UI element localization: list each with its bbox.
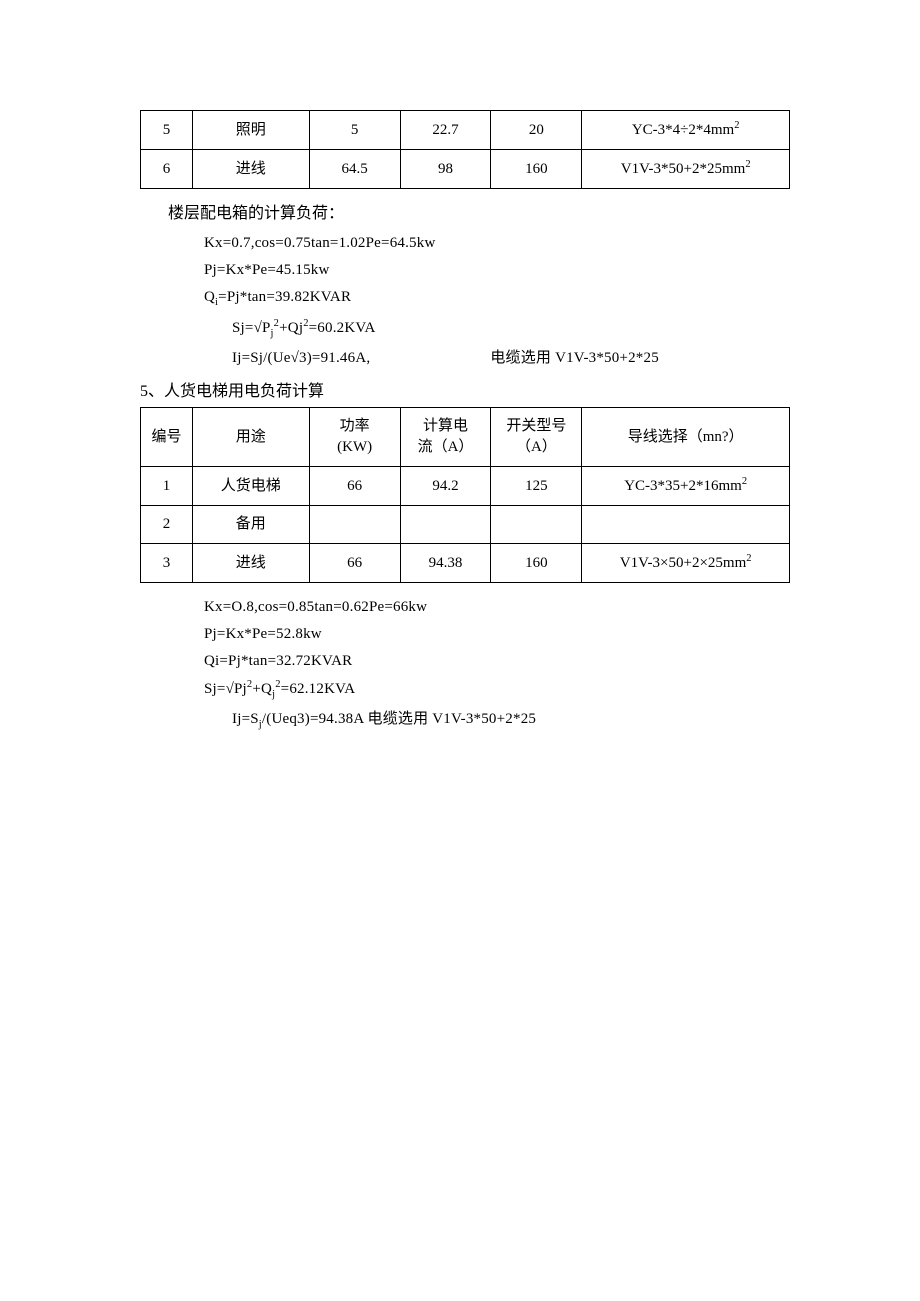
cell-switch: 160 [491,544,582,583]
cell-wire: YC-3*4÷2*4mm2 [582,111,790,150]
formula-part: Ij=Sj/(Ue√3)=91.46A, [232,348,370,369]
table-row: 6 进线 64.5 98 160 V1V-3*50+2*25mm2 [141,150,790,189]
cell-use: 人货电梯 [192,467,309,506]
cell-wire [582,506,790,544]
header-wire: 导线选择（mn?） [582,408,790,467]
formula-line: Ij=Sj/(Ueq3)=94.38A 电缆选用 V1V-3*50+2*25 [232,709,790,733]
cell-wire: YC-3*35+2*16mm2 [582,467,790,506]
header-use: 用途 [192,408,309,467]
cell-num: 6 [141,150,193,189]
formula-line: Ij=Sj/(Ue√3)=91.46A, 电缆选用 V1V-3*50+2*25 [232,348,790,369]
table-row: 3 进线 66 94.38 160 V1V-3×50+2×25mm2 [141,544,790,583]
cable-selection: 电缆选用 V1V-3*50+2*25 [490,348,659,369]
formula-line: Sj=√Pj2+Qj2=60.2KVA [232,317,790,342]
cell-switch: 160 [491,150,582,189]
formula-line: Pj=Kx*Pe=45.15kw [204,260,790,281]
cell-switch: 20 [491,111,582,150]
header-current: 计算电流（A） [400,408,491,467]
cell-switch [491,506,582,544]
formula-line: Qi=Pj*tan=32.72KVAR [204,651,790,672]
table-row: 5 照明 5 22.7 20 YC-3*4÷2*4mm2 [141,111,790,150]
cell-current [400,506,491,544]
formula-line: Kx=0.7,cos=0.75tan=1.02Pe=64.5kw [204,233,790,254]
cell-use: 进线 [192,544,309,583]
formula-line: Qi=Pj*tan=39.82KVAR [204,287,790,311]
header-power: 功率(KW) [309,408,400,467]
load-table-1: 5 照明 5 22.7 20 YC-3*4÷2*4mm2 6 进线 64.5 9… [140,110,790,189]
header-num: 编号 [141,408,193,467]
cell-power: 66 [309,544,400,583]
paragraph-floor-box: 楼层配电箱的计算负荷： [168,203,790,225]
header-switch: 开关型号（A） [491,408,582,467]
load-table-2: 编号 用途 功率(KW) 计算电流（A） 开关型号（A） 导线选择（mn?） 1… [140,407,790,583]
cell-current: 22.7 [400,111,491,150]
table-header-row: 编号 用途 功率(KW) 计算电流（A） 开关型号（A） 导线选择（mn?） [141,408,790,467]
formula-line: Kx=O.8,cos=0.85tan=0.62Pe=66kw [204,597,790,618]
section-title-elevator: 5、人货电梯用电负荷计算 [140,381,790,403]
formula-line: Sj=√Pj2+Qj2=62.12KVA [204,678,790,703]
cell-num: 3 [141,544,193,583]
cell-current: 94.38 [400,544,491,583]
cell-use: 备用 [192,506,309,544]
cell-power: 64.5 [309,150,400,189]
cell-power [309,506,400,544]
cell-power: 5 [309,111,400,150]
cell-num: 2 [141,506,193,544]
cell-use: 照明 [192,111,309,150]
table-row: 1 人货电梯 66 94.2 125 YC-3*35+2*16mm2 [141,467,790,506]
cell-wire: V1V-3*50+2*25mm2 [582,150,790,189]
cell-wire: V1V-3×50+2×25mm2 [582,544,790,583]
cell-current: 94.2 [400,467,491,506]
formula-line: Pj=Kx*Pe=52.8kw [204,624,790,645]
document-page: 5 照明 5 22.7 20 YC-3*4÷2*4mm2 6 进线 64.5 9… [0,0,920,733]
cell-use: 进线 [192,150,309,189]
table-row: 2 备用 [141,506,790,544]
cell-power: 66 [309,467,400,506]
formula-block-1: Kx=0.7,cos=0.75tan=1.02Pe=64.5kw Pj=Kx*P… [204,233,790,368]
cell-switch: 125 [491,467,582,506]
formula-block-2: Kx=O.8,cos=0.85tan=0.62Pe=66kw Pj=Kx*Pe=… [204,597,790,732]
cell-current: 98 [400,150,491,189]
cell-num: 5 [141,111,193,150]
cell-num: 1 [141,467,193,506]
